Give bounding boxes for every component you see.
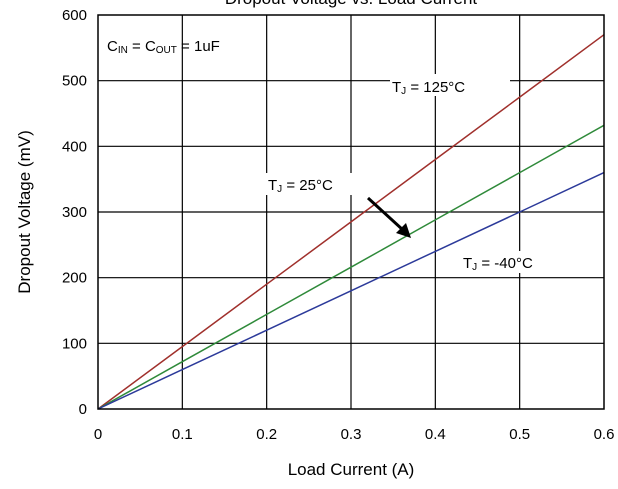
label-tj-m40: TJ = -40°C [463,255,533,273]
y-tick-label-5: 500 [62,73,87,90]
x-tick-label-0: 0 [94,426,102,443]
x-axis-title: Load Current (A) [288,460,415,479]
plot-frame [97,14,605,410]
x-tick-label-3: 0.3 [341,426,362,443]
y-tick-label-3: 300 [62,204,87,221]
x-tick-label-4: 0.4 [425,426,446,443]
y-tick-label-0: 0 [79,401,87,418]
label-tj-25: TJ = 25°C [268,177,333,195]
x-tick-label-6: 0.6 [594,426,615,443]
series-line-0 [97,34,605,410]
y-tick-label-6: 600 [62,7,87,24]
chart-title: Dropout Voltage vs. Load Current [225,0,478,8]
x-tick-label-2: 0.2 [256,426,277,443]
label-tj-125: TJ = 125°C [392,79,465,97]
series-line-2 [97,171,605,410]
y-axis-title: Dropout Voltage (mV) [15,130,34,293]
arrow-annotation [366,196,411,238]
series-layer [97,34,605,410]
grid-layer [98,15,604,409]
label-m40-bg [461,251,567,273]
tick-layer: 0 0.1 0.2 0.3 0.4 0.5 0.6 0 100 200 300 400 500 600 [62,7,614,443]
y-tick-label-1: 100 [62,335,87,352]
y-tick-label-2: 200 [62,270,87,287]
label-25-bg [266,173,362,195]
series-line-1 [97,124,605,410]
condition-label: CIN = COUT = 1uF [107,38,220,56]
label-125-bg [390,74,510,96]
x-tick-label-1: 0.1 [172,426,193,443]
y-tick-label-4: 400 [62,138,87,155]
x-tick-label-5: 0.5 [509,426,530,443]
